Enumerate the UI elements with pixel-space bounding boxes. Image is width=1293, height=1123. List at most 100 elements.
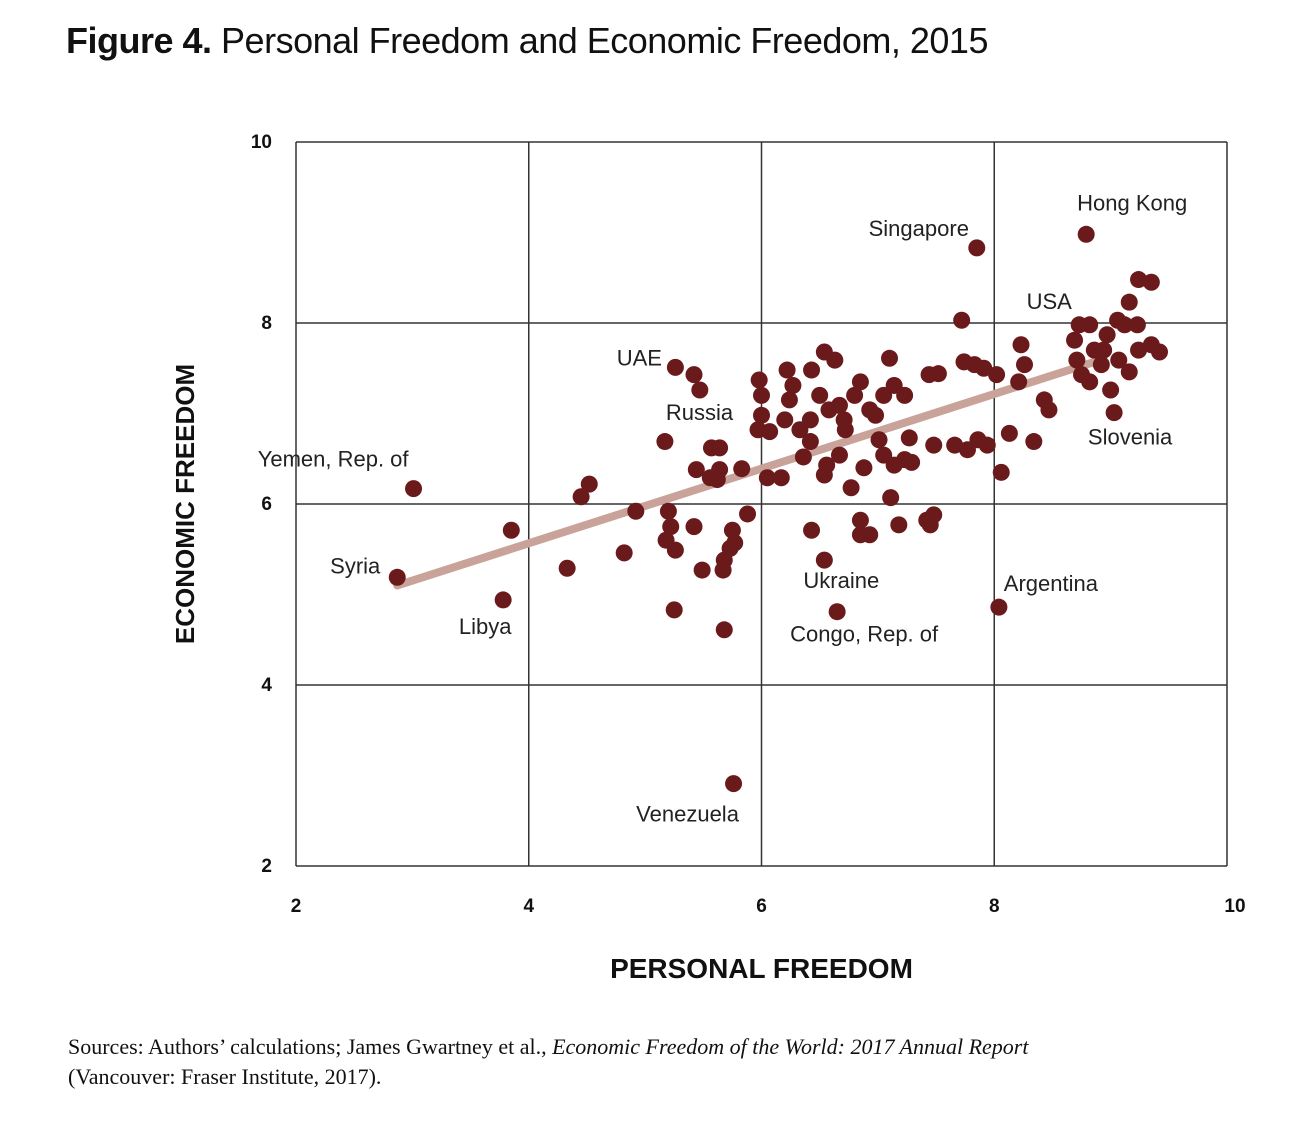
data-point xyxy=(758,469,776,487)
x-tick-label: 4 xyxy=(523,896,534,917)
annotation-label: Congo, Rep. of xyxy=(790,622,939,647)
data-point xyxy=(714,561,732,579)
x-tick-label: 6 xyxy=(756,896,767,917)
data-point xyxy=(830,396,848,414)
annotation-label: Russia xyxy=(666,400,734,425)
data-point xyxy=(1105,404,1123,422)
data-point xyxy=(1066,331,1084,349)
data-point xyxy=(572,488,590,506)
data-point xyxy=(975,359,993,377)
data-point xyxy=(851,373,869,391)
data-point xyxy=(811,386,829,404)
data-point xyxy=(929,365,947,383)
data-point xyxy=(666,541,684,559)
data-point xyxy=(666,358,684,376)
data-point xyxy=(801,433,819,451)
data-point xyxy=(1000,424,1018,442)
data-point xyxy=(818,456,836,474)
data-point xyxy=(896,386,914,404)
data-point xyxy=(708,471,726,489)
data-point xyxy=(750,371,768,389)
data-point xyxy=(830,446,848,464)
source-prefix: Sources: Authors’ calculations; James Gw… xyxy=(68,1034,553,1059)
data-point xyxy=(1081,316,1099,334)
data-point xyxy=(1110,351,1128,369)
data-point xyxy=(953,311,971,329)
data-point xyxy=(882,489,900,507)
data-point xyxy=(388,568,406,586)
data-point xyxy=(794,448,812,466)
data-point xyxy=(685,366,703,384)
data-point xyxy=(1151,343,1169,361)
data-point xyxy=(921,516,939,534)
data-point xyxy=(776,411,794,429)
data-point xyxy=(780,391,798,409)
data-point xyxy=(861,526,879,544)
data-point xyxy=(715,621,733,639)
data-point xyxy=(1016,356,1034,374)
data-point xyxy=(990,598,1008,616)
data-point xyxy=(1116,316,1134,334)
data-point xyxy=(968,239,986,257)
y-axis-label: ECONOMIC FREEDOM xyxy=(170,364,200,644)
data-point xyxy=(693,561,711,579)
data-point xyxy=(992,463,1010,481)
data-point xyxy=(867,406,885,424)
data-point xyxy=(826,351,844,369)
figure-title-text: Personal Freedom and Economic Freedom, 2… xyxy=(221,20,988,61)
data-point xyxy=(1120,293,1138,311)
annotation-label: USA xyxy=(1027,289,1073,314)
data-point xyxy=(1142,273,1160,291)
data-point xyxy=(711,439,729,457)
data-point xyxy=(803,521,821,539)
data-point xyxy=(753,386,770,404)
figure-label: Figure 4. xyxy=(66,20,212,61)
data-point xyxy=(615,544,633,562)
data-point xyxy=(801,411,819,429)
data-point xyxy=(925,436,943,454)
data-point xyxy=(1130,271,1148,289)
y-tick-label: 2 xyxy=(261,856,272,877)
data-point xyxy=(1077,225,1095,243)
data-point xyxy=(815,551,833,569)
data-point xyxy=(836,421,854,439)
annotation-label: Argentina xyxy=(1004,571,1099,596)
x-tick-label: 2 xyxy=(291,896,302,917)
data-point xyxy=(851,511,869,529)
data-point xyxy=(828,603,846,621)
data-point xyxy=(659,502,677,520)
y-tick-label: 4 xyxy=(261,675,272,696)
data-point xyxy=(1081,373,1099,391)
annotation-label: Libya xyxy=(459,614,512,639)
data-point xyxy=(1120,363,1138,381)
data-point xyxy=(900,429,918,447)
data-point xyxy=(725,775,743,793)
x-tick-label: 8 xyxy=(989,896,1000,917)
data-point xyxy=(988,366,1006,384)
data-point xyxy=(1010,373,1028,391)
data-point xyxy=(558,559,576,577)
x-tick-label: 10 xyxy=(1224,896,1245,917)
data-point xyxy=(1098,326,1116,344)
source-note: Sources: Authors’ calculations; James Gw… xyxy=(68,1032,1028,1092)
data-point xyxy=(662,518,680,536)
data-point xyxy=(739,505,757,523)
annotation-label: Ukraine xyxy=(803,568,879,593)
annotation-label: Yemen, Rep. of xyxy=(258,447,410,472)
data-point xyxy=(846,386,864,404)
data-point xyxy=(870,431,888,449)
data-point xyxy=(627,502,645,520)
data-point xyxy=(1012,336,1030,354)
data-point xyxy=(580,475,598,493)
data-point xyxy=(723,521,741,539)
data-point xyxy=(1128,316,1146,334)
data-point xyxy=(405,480,423,498)
x-axis-label: PERSONAL FREEDOM xyxy=(610,953,913,984)
data-point xyxy=(890,516,908,534)
annotation-label: Singapore xyxy=(869,216,969,241)
data-point xyxy=(502,521,520,539)
annotation-label: Hong Kong xyxy=(1077,190,1187,215)
data-point xyxy=(784,376,802,394)
figure-title: Figure 4. Personal Freedom and Economic … xyxy=(66,20,988,62)
data-point xyxy=(1025,433,1043,451)
